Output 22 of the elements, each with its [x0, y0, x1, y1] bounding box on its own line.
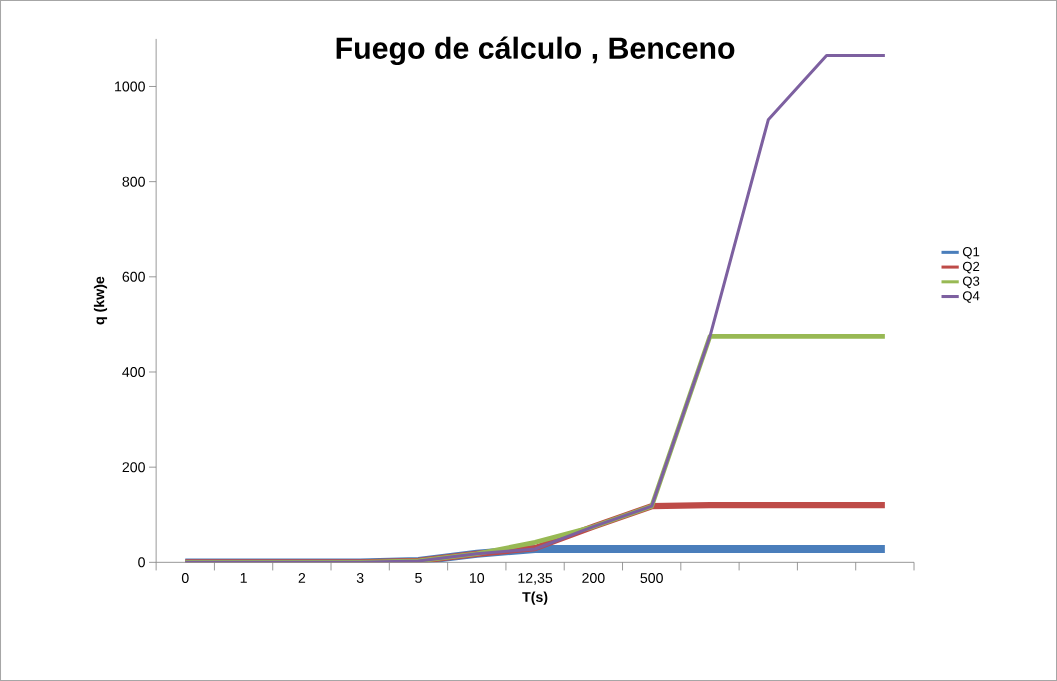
x-tick-label: 0: [181, 572, 189, 583]
x-tick-label: 2: [298, 572, 306, 583]
y-tick-label: 0: [138, 557, 145, 568]
x-tick-label: 3: [356, 572, 364, 583]
legend-label: Q1: [962, 246, 980, 259]
x-tick-label: 10: [469, 572, 485, 583]
x-tick-label: 5: [415, 572, 422, 583]
legend-label: Q3: [962, 276, 980, 289]
y-tick-label: 200: [122, 462, 145, 473]
x-tick-label: 500: [640, 572, 663, 583]
x-tick-label: 12,35: [518, 572, 553, 585]
y-tick-label: 600: [122, 271, 145, 282]
legend-label: Q4: [962, 291, 980, 303]
chart-title: Fuego de cálculo , Benceno: [336, 36, 735, 66]
y-tick-label: 1000: [115, 81, 145, 92]
y-tick-label: 400: [122, 366, 145, 377]
x-axis-title: T(s): [522, 591, 548, 605]
x-tick-label: 200: [582, 572, 605, 583]
y-axis-title: q (kw)e: [93, 276, 108, 325]
legend-label: Q2: [962, 261, 980, 274]
y-tick-label: 800: [122, 176, 145, 187]
x-tick-label: 1: [240, 572, 247, 583]
